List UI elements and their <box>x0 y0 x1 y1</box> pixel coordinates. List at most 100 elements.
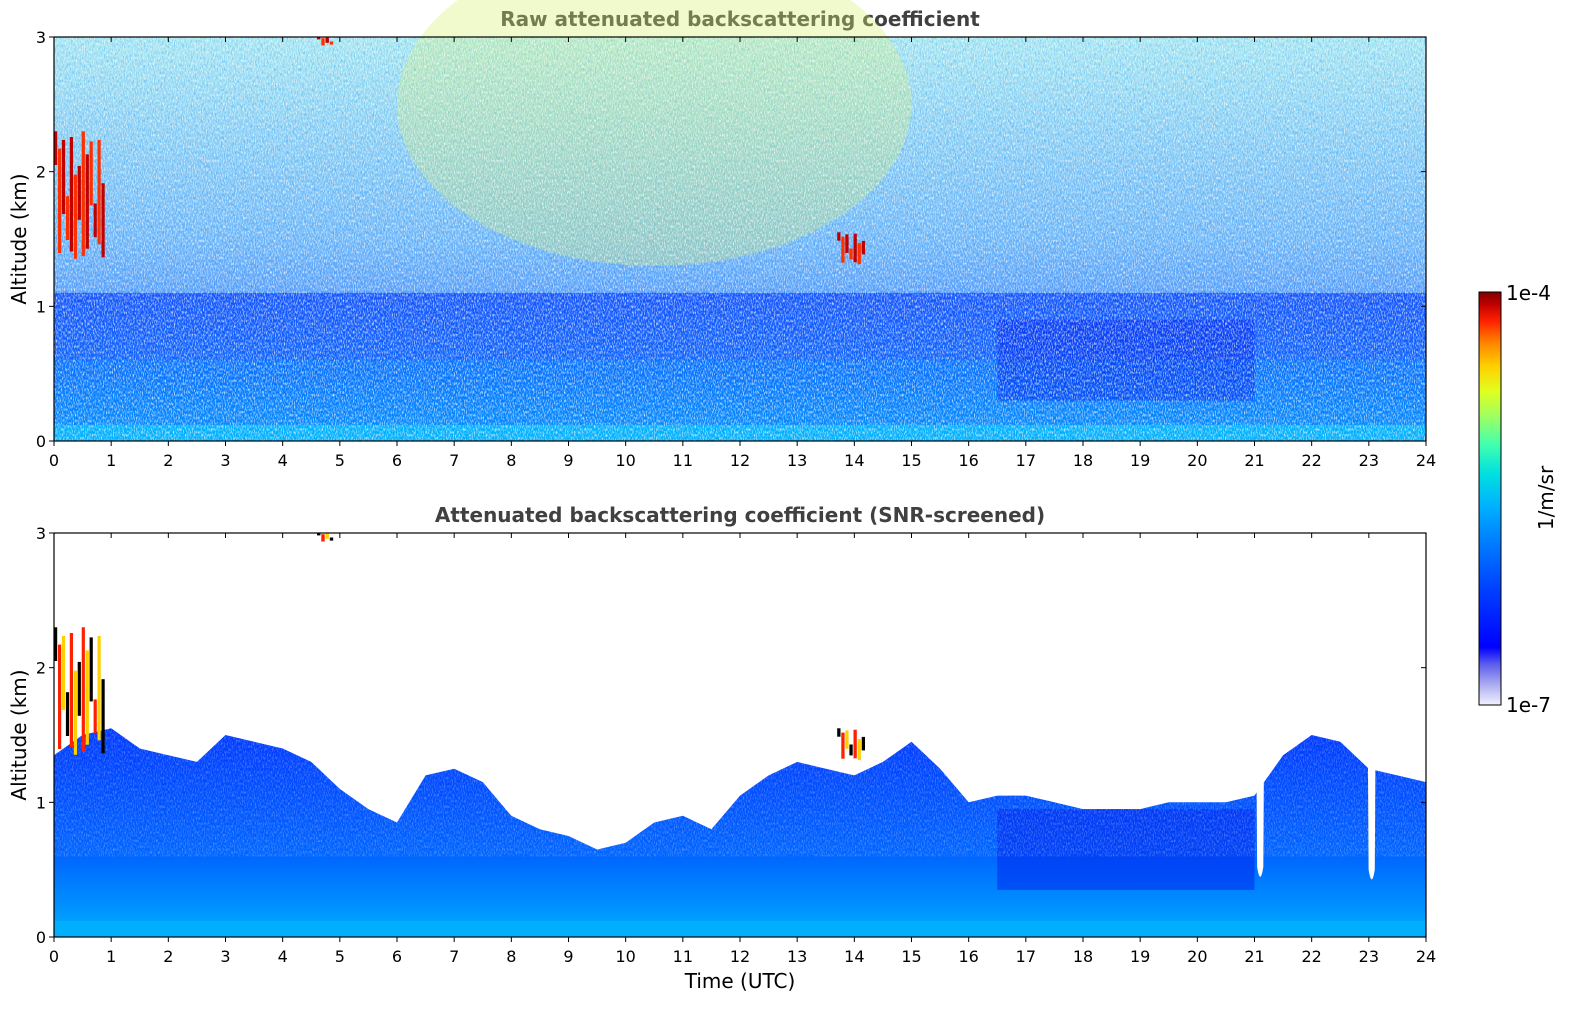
cloud-mark <box>65 692 70 736</box>
x-tick-label: 2 <box>163 947 173 966</box>
x-tick-label: 1 <box>106 451 116 470</box>
cloud-mark <box>837 728 841 737</box>
x-tick-label: 18 <box>1073 451 1093 470</box>
x-tick-label: 8 <box>506 947 516 966</box>
x-tick-label: 4 <box>278 947 288 966</box>
raw-backscatter-heatmap <box>54 0 1426 441</box>
panel-top-title: Raw attenuated backscattering coefficien… <box>500 7 980 31</box>
x-tick-label: 21 <box>1244 451 1264 470</box>
x-tick-label: 15 <box>901 947 921 966</box>
cloud-mark <box>841 236 845 263</box>
x-axis-ticks-top: 0 1 2 3 4 5 6 7 8 9 10 11 12 13 14 15 16 17 18 19 20 21 22 23 24 <box>49 37 1436 470</box>
y-axis-label-top: Altitude (km) <box>7 173 31 304</box>
x-tick-label: 9 <box>563 451 573 470</box>
cloud-mark <box>841 732 845 759</box>
cloud-mark <box>325 37 329 43</box>
x-tick-label: 21 <box>1244 947 1264 966</box>
x-tick-label: 5 <box>335 451 345 470</box>
cloud-mark <box>325 533 329 539</box>
y-tick-label: 3 <box>36 28 46 47</box>
x-tick-label: 22 <box>1301 451 1321 470</box>
colorbar-max-label: 1e-4 <box>1506 281 1551 305</box>
x-tick-label: 0 <box>49 947 59 966</box>
y-tick-label: 0 <box>36 928 46 947</box>
cloud-mark <box>845 234 849 253</box>
x-tick-label: 5 <box>335 947 345 966</box>
cloud-mark <box>93 699 97 734</box>
noise-speckle <box>54 37 1426 441</box>
cloud-mark <box>65 196 70 240</box>
cloud-mark <box>77 165 81 220</box>
x-tick-label: 10 <box>615 947 635 966</box>
x-tick-label: 6 <box>392 947 402 966</box>
y-tick-label: 2 <box>36 659 46 678</box>
y-axis-label-bottom: Altitude (km) <box>7 669 31 800</box>
cloud-mark <box>861 736 865 751</box>
x-tick-label: 24 <box>1416 947 1436 966</box>
cloud-mark <box>853 729 857 759</box>
cloud-mark <box>101 183 105 258</box>
cloud-mark <box>849 248 853 260</box>
y-axis-ticks-top: 0 1 2 3 <box>36 28 1426 451</box>
cloud-mark <box>54 131 58 165</box>
x-tick-label: 19 <box>1130 451 1150 470</box>
cloud-mark <box>845 730 849 749</box>
cloud-mark <box>97 635 101 741</box>
x-tick-label: 2 <box>163 451 173 470</box>
y-tick-label: 1 <box>36 793 46 812</box>
colorbar-min-label: 1e-7 <box>1506 693 1551 717</box>
cloud-mark <box>101 679 105 754</box>
colorbar-gradient <box>1478 291 1502 706</box>
y-tick-label: 2 <box>36 163 46 182</box>
cloud-mark <box>321 534 325 542</box>
x-tick-label: 9 <box>563 947 573 966</box>
cloud-mark <box>837 232 841 241</box>
x-tick-label: 1 <box>106 947 116 966</box>
edge-speckle <box>54 721 1426 857</box>
x-tick-label: 17 <box>1016 947 1036 966</box>
x-tick-label: 3 <box>220 947 230 966</box>
cloud-mark <box>849 744 853 756</box>
cloud-mark <box>861 240 865 255</box>
x-tick-label: 23 <box>1359 947 1379 966</box>
x-tick-label: 7 <box>449 451 459 470</box>
x-tick-label: 24 <box>1416 451 1436 470</box>
cloud-mark <box>58 148 62 253</box>
x-tick-label: 17 <box>1016 451 1036 470</box>
cloud-mark <box>93 203 97 238</box>
cloud-mark <box>89 141 93 206</box>
y-axis-ticks-bottom: 0 1 2 3 <box>36 524 1426 947</box>
x-tick-label: 8 <box>506 451 516 470</box>
surface-layer <box>54 920 1426 937</box>
cloud-mark <box>85 154 89 249</box>
cloud-mark <box>81 131 85 256</box>
cloud-mark <box>89 637 93 702</box>
cloud-mark <box>54 627 58 661</box>
cloud-mark <box>81 627 85 752</box>
cloud-mark <box>97 139 101 245</box>
panel-bottom-title: Attenuated backscattering coefficient (S… <box>435 503 1045 527</box>
cloud-mark <box>69 137 73 252</box>
cloud-mark <box>321 38 325 46</box>
x-tick-label: 18 <box>1073 947 1093 966</box>
cloud-mark <box>58 644 62 749</box>
x-tick-label: 22 <box>1301 947 1321 966</box>
x-tick-label: 15 <box>901 451 921 470</box>
screened-backscatter-heatmap <box>54 533 1426 937</box>
x-tick-label: 6 <box>392 451 402 470</box>
x-tick-label: 13 <box>787 947 807 966</box>
y-tick-label: 0 <box>36 432 46 451</box>
cloud-mark <box>61 635 66 710</box>
raw-backscatter-panel: Raw attenuated backscattering coefficien… <box>7 0 1436 470</box>
x-axis-label: Time (UTC) <box>684 969 796 993</box>
x-tick-label: 0 <box>49 451 59 470</box>
cloud-mark <box>317 533 321 536</box>
x-tick-label: 3 <box>220 451 230 470</box>
cloud-mark <box>317 37 321 40</box>
cloud-mark <box>329 537 334 541</box>
x-tick-label: 13 <box>787 451 807 470</box>
x-tick-label: 20 <box>1187 947 1207 966</box>
screened-backscatter-panel: Attenuated backscattering coefficient (S… <box>7 503 1436 993</box>
y-tick-label: 3 <box>36 524 46 543</box>
